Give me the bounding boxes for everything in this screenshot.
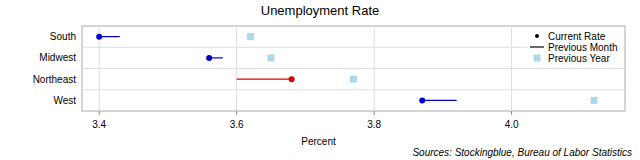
category-label: Midwest xyxy=(39,52,76,63)
previous-month-line xyxy=(422,100,456,101)
grid-line xyxy=(82,47,625,48)
current-rate-marker xyxy=(96,34,102,40)
source: Sources: Stockingblue, Bureau of Labor S… xyxy=(412,147,632,158)
legend-box xyxy=(528,30,622,67)
previous-month-line xyxy=(99,36,120,37)
current-rate-marker xyxy=(206,55,212,61)
tick xyxy=(236,111,237,115)
previous-year-marker xyxy=(350,76,357,83)
previous-year-marker xyxy=(591,97,598,104)
tick-label: 3.8 xyxy=(367,119,381,130)
tick xyxy=(511,111,512,115)
category-label: Northeast xyxy=(33,74,77,85)
tick-label: 3.6 xyxy=(230,119,244,130)
x-axis-label: Percent xyxy=(301,136,336,147)
tick xyxy=(99,111,100,115)
legend-label: Current Rate xyxy=(548,31,606,42)
previous-month-line xyxy=(237,79,292,80)
plot-frame xyxy=(82,26,625,111)
marks xyxy=(96,33,597,104)
legend-label: Previous Month xyxy=(548,42,617,53)
legend-marker xyxy=(530,46,544,47)
category-label: West xyxy=(53,95,76,106)
category-label: South xyxy=(50,31,76,42)
tick-label: 4.0 xyxy=(505,119,519,130)
legend-marker xyxy=(534,55,541,62)
title: Unemployment Rate xyxy=(261,3,380,18)
tick-label: 3.4 xyxy=(92,119,106,130)
grid-line xyxy=(82,89,625,90)
grid-line xyxy=(82,68,625,69)
previous-year-marker xyxy=(247,33,254,40)
chart: Unemployment Rate 3.4 3.6 3.8 4.0 South Midwes… xyxy=(0,0,640,160)
legend-marker xyxy=(535,34,539,38)
legend-label: Previous Year xyxy=(548,53,610,64)
current-rate-marker xyxy=(419,97,425,103)
current-rate-marker xyxy=(289,76,295,82)
tick xyxy=(374,111,375,115)
previous-year-marker xyxy=(268,54,275,61)
